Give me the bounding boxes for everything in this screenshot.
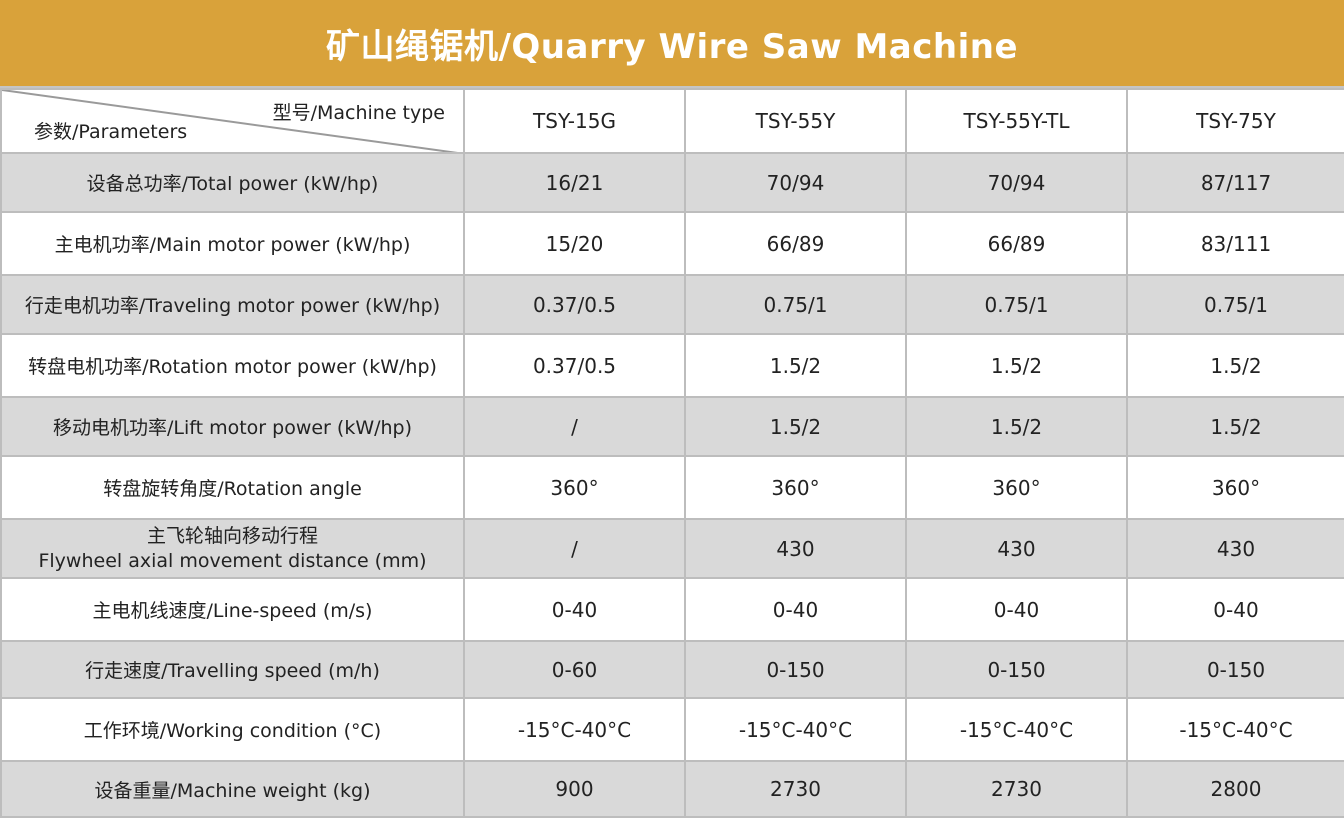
- value-cell: 0-60: [463, 640, 686, 699]
- value-cell: 87/117: [1126, 152, 1344, 213]
- value-cell: 1.5/2: [684, 333, 907, 398]
- value-cell: 70/94: [684, 152, 907, 213]
- value-cell: 0-40: [463, 577, 686, 642]
- value-cell: 0-150: [905, 640, 1128, 699]
- value-cell: -15°C-40°C: [1126, 697, 1344, 762]
- value-cell: 0.75/1: [905, 274, 1128, 335]
- parameters-label: 参数/Parameters: [34, 121, 188, 143]
- value-cell: /: [463, 518, 686, 579]
- model-header: TSY-55Y: [684, 88, 907, 154]
- diagonal-divider: [3, 91, 451, 151]
- value-cell: 66/89: [905, 211, 1128, 276]
- value-cell: -15°C-40°C: [905, 697, 1128, 762]
- parameter-label-line1: 主飞轮轴向移动行程: [146, 524, 318, 547]
- value-cell: 360°: [905, 455, 1128, 520]
- value-cell: 900: [463, 760, 686, 818]
- parameter-label: 主飞轮轴向移动行程 Flywheel axial movement distan…: [0, 518, 465, 579]
- table-row: 主电机线速度/Line-speed (m/s) 0-40 0-40 0-40 0…: [0, 577, 1344, 642]
- table-row: 主飞轮轴向移动行程 Flywheel axial movement distan…: [0, 518, 1344, 579]
- table-row: 行走速度/Travelling speed (m/h) 0-60 0-150 0…: [0, 640, 1344, 699]
- parameter-label: 设备重量/Machine weight (kg): [0, 760, 465, 818]
- value-cell: 0-150: [1126, 640, 1344, 699]
- value-cell: 0.37/0.5: [463, 333, 686, 398]
- model-header: TSY-55Y-TL: [905, 88, 1128, 154]
- value-cell: 1.5/2: [684, 396, 907, 457]
- parameter-label: 工作环境/Working condition (°C): [0, 697, 465, 762]
- model-header: TSY-15G: [463, 88, 686, 154]
- parameter-label: 移动电机功率/Lift motor power (kW/hp): [0, 396, 465, 457]
- model-header: TSY-75Y: [1126, 88, 1344, 154]
- table-row: 设备重量/Machine weight (kg) 900 2730 2730 2…: [0, 760, 1344, 818]
- value-cell: 430: [684, 518, 907, 579]
- value-cell: 0.75/1: [684, 274, 907, 335]
- value-cell: 0-150: [684, 640, 907, 699]
- value-cell: 16/21: [463, 152, 686, 213]
- value-cell: 1.5/2: [1126, 333, 1344, 398]
- value-cell: 0-40: [684, 577, 907, 642]
- parameter-label: 主电机功率/Main motor power (kW/hp): [0, 211, 465, 276]
- value-cell: 0-40: [1126, 577, 1344, 642]
- value-cell: 2730: [684, 760, 907, 818]
- value-cell: 1.5/2: [1126, 396, 1344, 457]
- machine-type-label: 型号/Machine type: [272, 102, 445, 124]
- table-row: 设备总功率/Total power (kW/hp) 16/21 70/94 70…: [0, 152, 1344, 213]
- parameter-label: 行走速度/Travelling speed (m/h): [0, 640, 465, 699]
- corner-header-cell: 型号/Machine type 参数/Parameters: [0, 88, 465, 154]
- value-cell: 0.75/1: [1126, 274, 1344, 335]
- value-cell: 430: [905, 518, 1128, 579]
- value-cell: -15°C-40°C: [684, 697, 907, 762]
- parameter-label: 主电机线速度/Line-speed (m/s): [0, 577, 465, 642]
- value-cell: 360°: [684, 455, 907, 520]
- parameter-label: 转盘电机功率/Rotation motor power (kW/hp): [0, 333, 465, 398]
- value-cell: 70/94: [905, 152, 1128, 213]
- value-cell: 1.5/2: [905, 333, 1128, 398]
- value-cell: 430: [1126, 518, 1344, 579]
- spec-table: 型号/Machine type 参数/Parameters TSY-15G TS…: [0, 88, 1344, 818]
- table-row: 主电机功率/Main motor power (kW/hp) 15/20 66/…: [0, 211, 1344, 276]
- title-bar: 矿山绳锯机/Quarry Wire Saw Machine: [0, 0, 1344, 88]
- table-row: 工作环境/Working condition (°C) -15°C-40°C -…: [0, 697, 1344, 762]
- value-cell: /: [463, 396, 686, 457]
- value-cell: 83/111: [1126, 211, 1344, 276]
- header-row: 型号/Machine type 参数/Parameters TSY-15G TS…: [0, 88, 1344, 154]
- table-row: 转盘旋转角度/Rotation angle 360° 360° 360° 360…: [0, 455, 1344, 520]
- value-cell: -15°C-40°C: [463, 697, 686, 762]
- table-row: 移动电机功率/Lift motor power (kW/hp) / 1.5/2 …: [0, 396, 1344, 457]
- table-row: 行走电机功率/Traveling motor power (kW/hp) 0.3…: [0, 274, 1344, 335]
- page-title: 矿山绳锯机/Quarry Wire Saw Machine: [325, 26, 1019, 67]
- parameter-label: 行走电机功率/Traveling motor power (kW/hp): [0, 274, 465, 335]
- value-cell: 2800: [1126, 760, 1344, 818]
- value-cell: 66/89: [684, 211, 907, 276]
- value-cell: 1.5/2: [905, 396, 1128, 457]
- parameter-label-line2: Flywheel axial movement distance (mm): [38, 549, 427, 572]
- value-cell: 0-40: [905, 577, 1128, 642]
- value-cell: 0.37/0.5: [463, 274, 686, 335]
- parameter-label: 转盘旋转角度/Rotation angle: [0, 455, 465, 520]
- parameter-label: 设备总功率/Total power (kW/hp): [0, 152, 465, 213]
- table-row: 转盘电机功率/Rotation motor power (kW/hp) 0.37…: [0, 333, 1344, 398]
- value-cell: 15/20: [463, 211, 686, 276]
- value-cell: 360°: [1126, 455, 1344, 520]
- value-cell: 2730: [905, 760, 1128, 818]
- value-cell: 360°: [463, 455, 686, 520]
